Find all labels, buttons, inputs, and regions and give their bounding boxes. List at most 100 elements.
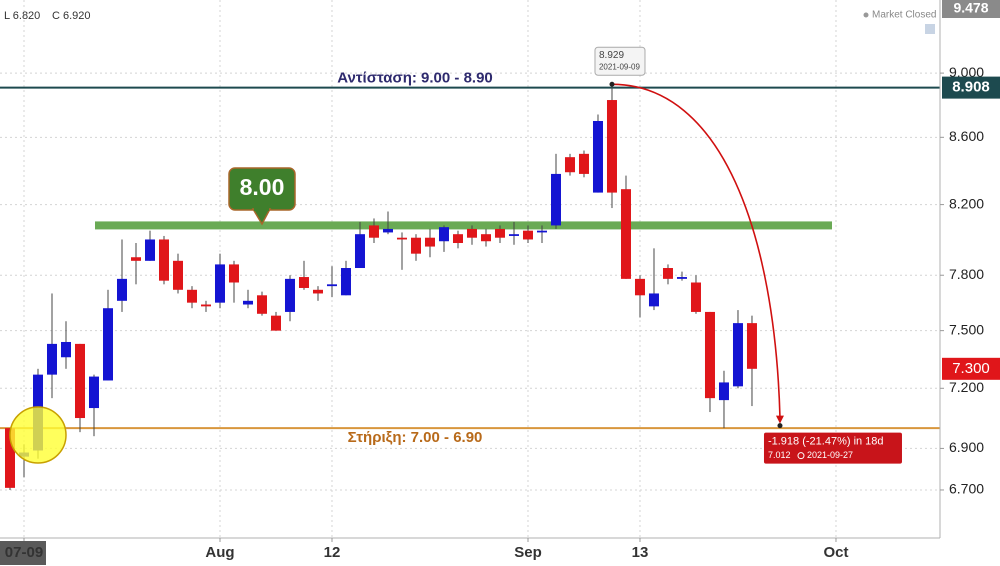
candle-body bbox=[130, 257, 141, 261]
candle-body bbox=[648, 293, 659, 307]
zone-layer bbox=[95, 221, 832, 230]
candle-body bbox=[690, 282, 701, 312]
candle-body bbox=[438, 227, 449, 242]
candle-body bbox=[606, 100, 617, 193]
candle-body bbox=[102, 308, 113, 381]
candle-body bbox=[200, 304, 211, 307]
candle-body bbox=[228, 264, 239, 283]
candle-body bbox=[284, 278, 295, 312]
x-tick-label: 12 bbox=[324, 544, 341, 561]
candle-body bbox=[634, 278, 645, 296]
measure-start-point bbox=[609, 81, 615, 87]
candle-body bbox=[298, 277, 309, 288]
candle-body bbox=[214, 264, 225, 303]
candle-body bbox=[60, 341, 71, 358]
end-date: 2021-09-27 bbox=[807, 450, 853, 460]
highlight-circle bbox=[9, 406, 67, 464]
measure-change: -1.918 (-21.47%) in 18d bbox=[768, 436, 884, 448]
candle-body bbox=[340, 268, 351, 296]
candle-body bbox=[480, 234, 491, 242]
y-tick-label: 7.200 bbox=[949, 379, 984, 395]
close-label: C 6.920 bbox=[52, 10, 91, 22]
candle-body bbox=[536, 230, 547, 233]
x-crosshair-box bbox=[0, 541, 46, 565]
market-status: Market Closed bbox=[872, 10, 936, 21]
candle-body bbox=[620, 189, 631, 279]
y-tick-label: 8.200 bbox=[949, 195, 984, 211]
y-tick-label: 8.600 bbox=[949, 128, 984, 144]
candle-body bbox=[116, 278, 127, 301]
candle-body bbox=[508, 234, 519, 236]
candle-body bbox=[410, 237, 421, 254]
candle-layer bbox=[4, 84, 757, 490]
candle-body bbox=[354, 234, 365, 269]
end-value: 7.012 bbox=[768, 450, 791, 460]
candle-body bbox=[578, 153, 589, 174]
y-tick-label: 6.700 bbox=[949, 481, 984, 497]
candle-body bbox=[732, 323, 743, 387]
candle-body bbox=[494, 228, 505, 238]
candle-body bbox=[564, 157, 575, 173]
axis-top-box bbox=[942, 0, 1000, 18]
start-tooltip bbox=[594, 46, 646, 76]
candle-body bbox=[452, 234, 463, 244]
start-value: 8.929 bbox=[599, 50, 624, 61]
end-clock-icon bbox=[797, 452, 805, 460]
x-tick-label: 13 bbox=[632, 544, 649, 561]
candle-body bbox=[172, 260, 183, 290]
candle-body bbox=[368, 225, 379, 238]
start-date: 2021-09-09 bbox=[599, 62, 640, 71]
callout-joint bbox=[254, 206, 269, 211]
callout: 8.00 bbox=[228, 167, 296, 226]
candle-body bbox=[270, 315, 281, 331]
candle-body bbox=[88, 376, 99, 409]
status-dot bbox=[863, 12, 869, 18]
price-line-label: Αντίσταση: 9.00 - 8.90 bbox=[337, 70, 493, 87]
candle-body bbox=[704, 311, 715, 399]
grid-layer bbox=[0, 0, 940, 538]
candle-body bbox=[522, 230, 533, 240]
price-line-label: Στήριξη: 7.00 - 6.90 bbox=[348, 429, 483, 446]
candle-body bbox=[312, 289, 323, 294]
candle-body bbox=[46, 343, 57, 375]
candle-body bbox=[326, 284, 337, 287]
candle-body bbox=[676, 277, 687, 279]
candle-body bbox=[746, 323, 757, 369]
candle-body bbox=[424, 237, 435, 247]
candle-body bbox=[718, 382, 729, 401]
last-price-box bbox=[942, 357, 1000, 380]
zone-band bbox=[95, 221, 832, 230]
last-price-label: 7.300 bbox=[952, 360, 990, 377]
candle-body bbox=[592, 120, 603, 193]
candle-body bbox=[662, 268, 673, 279]
candle-body bbox=[466, 228, 477, 238]
y-tick-label: 6.900 bbox=[949, 439, 984, 455]
y-tick-label: 9.000 bbox=[949, 64, 984, 80]
measure-end-point bbox=[777, 423, 783, 429]
price-line-layer: Αντίσταση: 9.00 - 8.90 Στήριξη: 7.00 - 6.… bbox=[0, 70, 940, 446]
candle-body bbox=[382, 228, 393, 233]
x-tick-label: Sep bbox=[514, 544, 542, 561]
candle-body bbox=[256, 295, 267, 314]
callout-text: 8.00 bbox=[240, 174, 285, 200]
y-tick-label: 7.800 bbox=[949, 266, 984, 282]
x-tick-label: Oct bbox=[823, 544, 848, 561]
measure-arrow bbox=[611, 83, 781, 418]
candle-body bbox=[158, 239, 169, 281]
price-line-value: 8.908 bbox=[952, 79, 990, 96]
candle-body bbox=[74, 343, 85, 419]
candle-body bbox=[4, 428, 15, 488]
axis-top-label: 9.478 bbox=[953, 0, 988, 16]
candle-body bbox=[550, 173, 561, 226]
x-tick-label: 07-09 bbox=[5, 544, 43, 561]
x-tick-label: Aug bbox=[205, 544, 234, 561]
low-label: L 6.820 bbox=[4, 10, 40, 22]
candle-body bbox=[396, 237, 407, 240]
candle-body bbox=[144, 239, 155, 261]
y-tick-label: 7.500 bbox=[949, 321, 984, 337]
candle-body bbox=[242, 300, 253, 305]
candle-body bbox=[186, 289, 197, 303]
